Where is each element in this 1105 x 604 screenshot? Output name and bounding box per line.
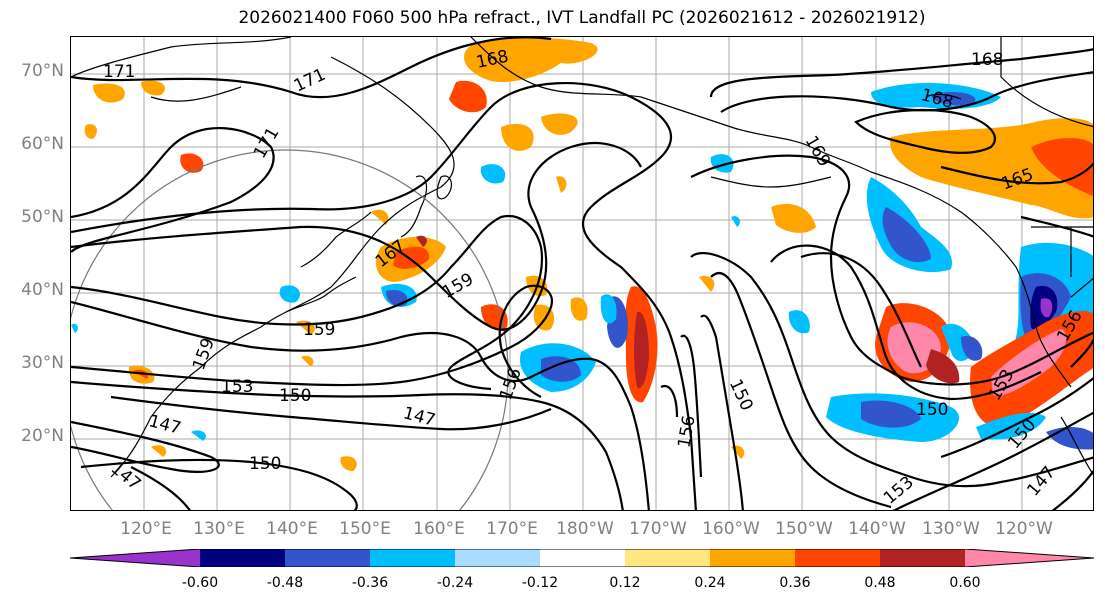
- contour-label: 156: [674, 414, 699, 449]
- map-canvas: 171 171 171 168 168 168 165 169 167 159 …: [71, 37, 1093, 510]
- colorbar-tick-label: -0.12: [521, 575, 559, 591]
- lon-label-140w: 140°W: [848, 519, 906, 539]
- lat-label-30: 30°N: [21, 353, 64, 373]
- lat-label-40: 40°N: [21, 280, 64, 300]
- colorbar-tick-label: 0.36: [779, 575, 811, 591]
- lon-label-160w: 160°W: [702, 519, 760, 539]
- contour-label: 150: [916, 400, 948, 420]
- contour-label: 150: [249, 454, 281, 474]
- colorbar-tick-label: -0.24: [436, 575, 474, 591]
- contour-label: 150: [279, 386, 311, 406]
- shaded-field: [71, 37, 1093, 471]
- colorbar-swatch: [540, 549, 625, 567]
- lon-label-120w: 120°W: [995, 519, 1053, 539]
- lon-label-120e: 120°E: [120, 519, 172, 539]
- colorbar: [70, 549, 1094, 567]
- colorbar-tick-label: 0.60: [949, 575, 981, 591]
- contour-label: 171: [103, 62, 135, 82]
- map-panel: 171 171 171 168 168 168 165 169 167 159 …: [70, 36, 1094, 511]
- contour-label: 171: [250, 124, 284, 162]
- height-contours: [71, 37, 1093, 510]
- contour-label: 171: [291, 65, 329, 97]
- lat-label-20: 20°N: [21, 426, 64, 446]
- colorbar-tick-label: 0.48: [864, 575, 896, 591]
- coastlines: [71, 37, 1093, 478]
- contour-label: 150: [725, 376, 757, 414]
- colorbar-swatch: [795, 549, 880, 567]
- colorbar-swatch: [965, 549, 1094, 567]
- colorbar-swatch: [200, 549, 285, 567]
- colorbar-tick-label: -0.48: [266, 575, 304, 591]
- lon-label-150e: 150°E: [339, 519, 391, 539]
- lon-label-170w: 170°W: [629, 519, 687, 539]
- colorbar-swatch: [70, 549, 200, 567]
- range-circle: [71, 149, 509, 510]
- colorbar-swatch: [625, 549, 710, 567]
- lat-label-60: 60°N: [21, 134, 64, 154]
- lon-label-180w: 180°W: [556, 519, 614, 539]
- lon-label-130w: 130°W: [922, 519, 980, 539]
- colorbar-swatch: [370, 549, 455, 567]
- lon-label-150w: 150°W: [775, 519, 833, 539]
- colorbar-swatch: [455, 549, 540, 567]
- contour-label: 147: [147, 411, 184, 439]
- colorbar-tick-label: 0.12: [609, 575, 641, 591]
- colorbar-swatch: [880, 549, 965, 567]
- colorbar-tick-label: -0.36: [351, 575, 389, 591]
- contour-label: 159: [303, 320, 335, 340]
- contour-label: 159: [189, 336, 219, 373]
- contour-label: 153: [221, 377, 253, 397]
- lon-label-160e: 160°E: [413, 519, 465, 539]
- contour-label: 168: [971, 50, 1003, 70]
- colorbar-swatch: [710, 549, 795, 567]
- lon-label-140e: 140°E: [266, 519, 318, 539]
- lat-label-70: 70°N: [21, 61, 64, 81]
- lat-label-50: 50°N: [21, 207, 64, 227]
- colorbar-tick-label: -0.60: [181, 575, 219, 591]
- contour-label: 169: [801, 132, 835, 170]
- lon-label-170e: 170°E: [486, 519, 538, 539]
- colorbar-tick-label: 0.24: [694, 575, 726, 591]
- lon-label-130e: 130°E: [193, 519, 245, 539]
- map-title: 2026021400 F060 500 hPa refract., IVT La…: [238, 8, 926, 28]
- colorbar-swatch: [285, 549, 370, 567]
